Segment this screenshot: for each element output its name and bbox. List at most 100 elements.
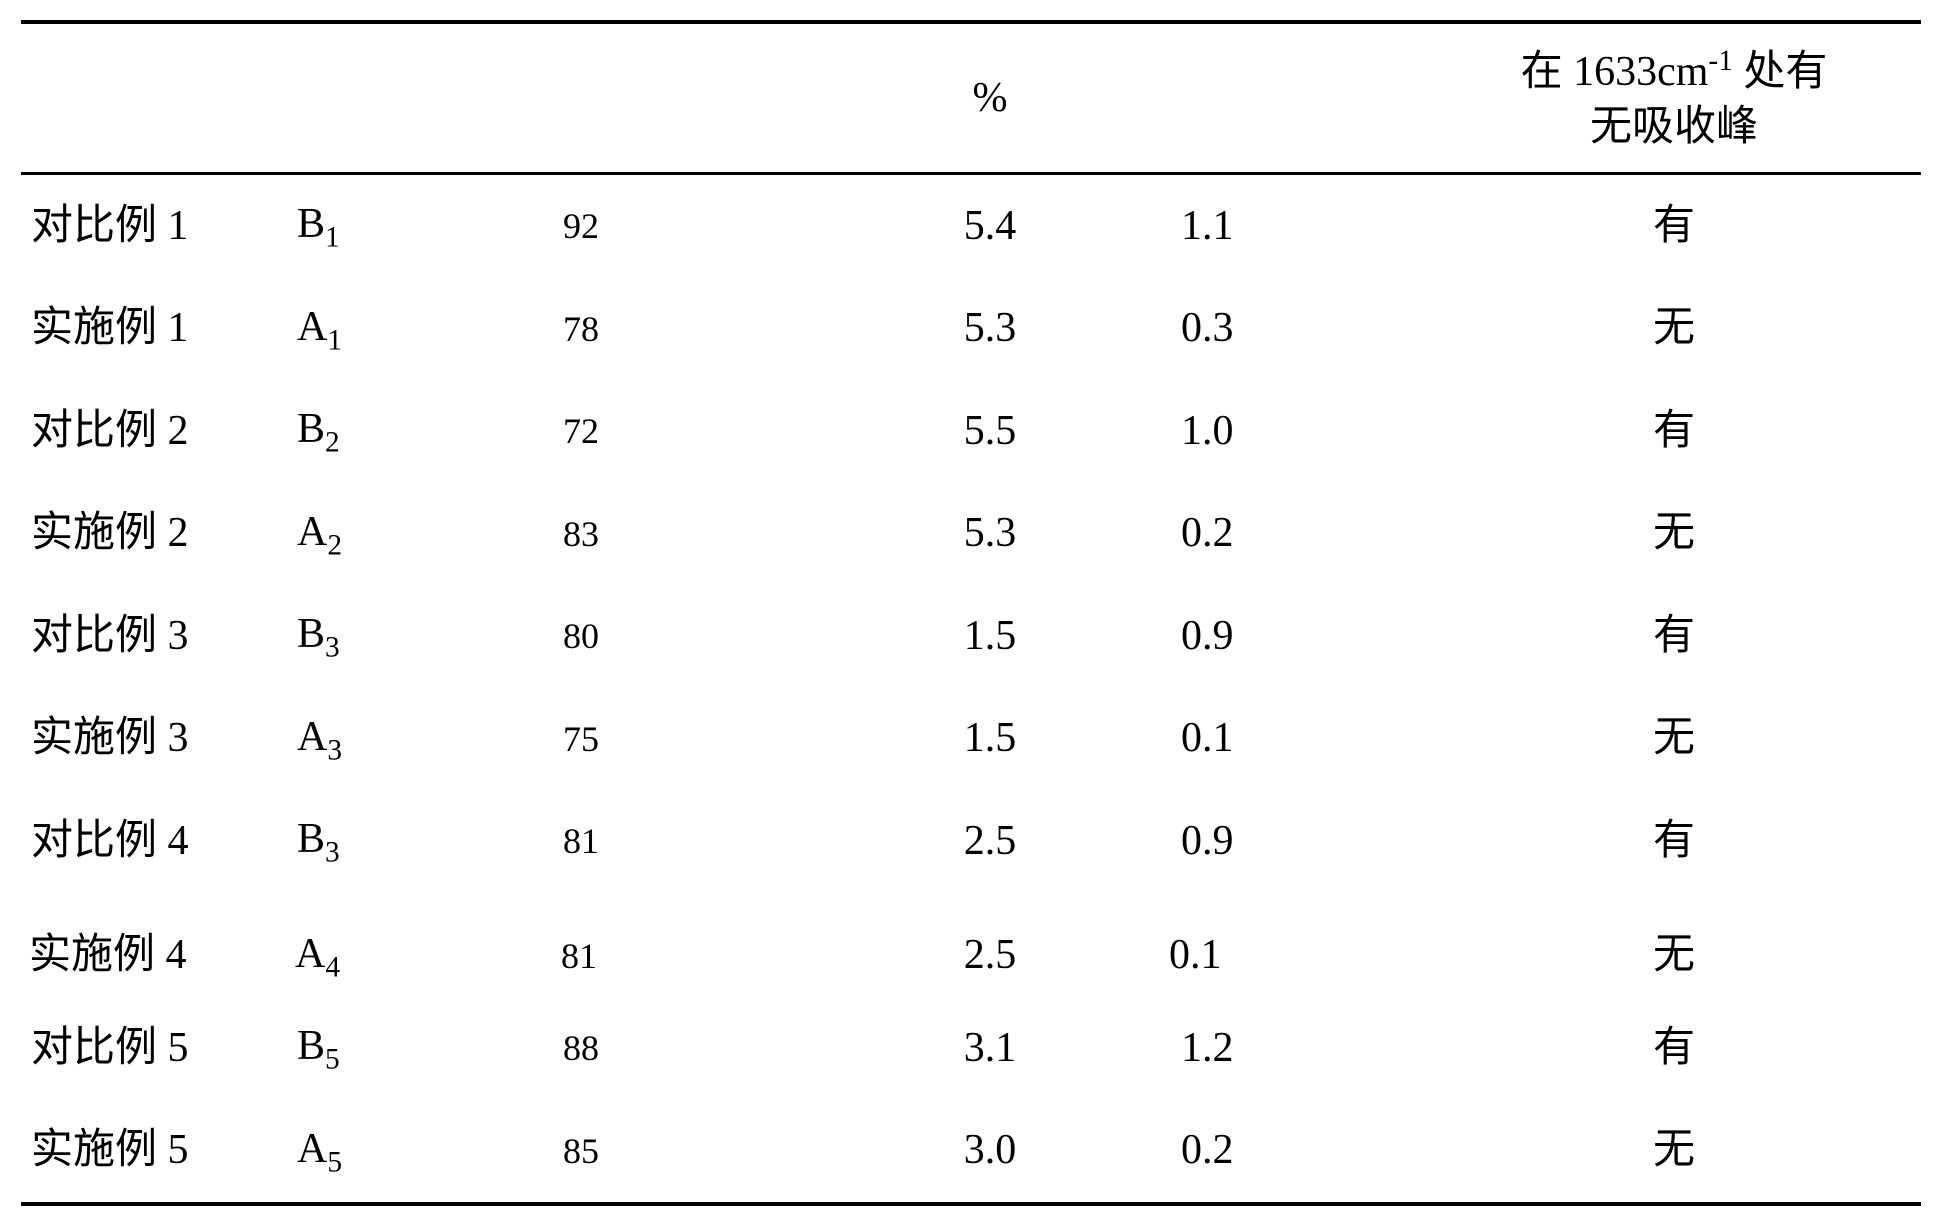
cell-sample: 对比例 4 xyxy=(21,790,287,893)
table-header-row: % 在 1633cm-1 处有 无吸收峰 xyxy=(21,22,1921,174)
code-subscript: 3 xyxy=(325,837,340,869)
table-row: 对比例 2B2725.51.0有 xyxy=(21,380,1921,483)
code-prefix: A xyxy=(297,1126,327,1172)
code-prefix: B xyxy=(297,406,325,452)
table-body: 对比例 1B1925.41.1有实施例 1A1785.30.3无对比例 2B27… xyxy=(21,174,1921,1205)
cell-value-1: 92 xyxy=(553,174,819,278)
cell-value-3: 0.9 xyxy=(1161,790,1427,893)
code-subscript: 1 xyxy=(327,324,342,356)
table-row: 对比例 3B3801.50.9有 xyxy=(21,585,1921,688)
cell-sample: 对比例 5 xyxy=(21,997,287,1100)
cell-value-3: 1.2 xyxy=(1161,997,1427,1100)
cell-code: A4 xyxy=(287,893,553,998)
header-col-3 xyxy=(553,22,819,174)
code-prefix: A xyxy=(297,714,327,760)
cell-code: B3 xyxy=(287,790,553,893)
cell-code: B5 xyxy=(287,997,553,1100)
cell-peak: 有 xyxy=(1427,997,1921,1100)
cell-value-3: 0.1 xyxy=(1161,893,1427,998)
code-prefix: B xyxy=(297,816,325,862)
cell-peak: 有 xyxy=(1427,790,1921,893)
table-row: 实施例 4A4812.50.1无 xyxy=(21,893,1921,998)
cell-value-3: 0.2 xyxy=(1161,1100,1427,1205)
cell-sample: 实施例 1 xyxy=(21,278,287,381)
cell-code: A3 xyxy=(287,688,553,791)
code-subscript: 3 xyxy=(325,632,340,664)
cell-value-2: 1.5 xyxy=(819,688,1161,791)
header-peak-line1-suffix: 处有 xyxy=(1733,49,1828,95)
cell-value-3: 0.3 xyxy=(1161,278,1427,381)
cell-code: A1 xyxy=(287,278,553,381)
cell-value-2: 3.0 xyxy=(819,1100,1161,1205)
table-row: 实施例 1A1785.30.3无 xyxy=(21,278,1921,381)
code-prefix: B xyxy=(297,611,325,657)
table-row: 对比例 4B3812.50.9有 xyxy=(21,790,1921,893)
cell-value-1: 88 xyxy=(553,997,819,1100)
cell-peak: 有 xyxy=(1427,585,1921,688)
cell-code: B2 xyxy=(287,380,553,483)
cell-peak: 无 xyxy=(1427,278,1921,381)
code-subscript: 5 xyxy=(325,1044,340,1076)
header-peak-line1-prefix: 在 1633cm xyxy=(1521,49,1709,95)
cell-code: B1 xyxy=(287,174,553,278)
cell-peak: 无 xyxy=(1427,893,1921,998)
code-subscript: 2 xyxy=(325,427,340,459)
code-prefix: B xyxy=(297,201,325,247)
code-subscript: 2 xyxy=(327,529,342,561)
cell-peak: 有 xyxy=(1427,380,1921,483)
cell-peak: 无 xyxy=(1427,688,1921,791)
code-subscript: 3 xyxy=(327,734,342,766)
code-prefix: A xyxy=(297,509,327,555)
table-row: 实施例 3A3751.50.1无 xyxy=(21,688,1921,791)
cell-peak: 无 xyxy=(1427,1100,1921,1205)
cell-value-1: 85 xyxy=(553,1100,819,1205)
cell-value-3: 0.2 xyxy=(1161,483,1427,586)
cell-value-2: 2.5 xyxy=(819,790,1161,893)
header-peak-sup: -1 xyxy=(1708,45,1732,77)
code-prefix: A xyxy=(297,304,327,350)
header-peak-line2: 无吸收峰 xyxy=(1590,104,1758,150)
cell-code: A2 xyxy=(287,483,553,586)
cell-peak: 无 xyxy=(1427,483,1921,586)
header-col-1 xyxy=(21,22,287,174)
cell-value-1: 80 xyxy=(553,585,819,688)
table-row: 对比例 1B1925.41.1有 xyxy=(21,174,1921,278)
cell-value-3: 1.0 xyxy=(1161,380,1427,483)
header-col-4-percent: % xyxy=(819,22,1161,174)
cell-sample: 实施例 4 xyxy=(21,893,287,998)
cell-value-2: 5.3 xyxy=(819,278,1161,381)
header-col-2 xyxy=(287,22,553,174)
code-subscript: 5 xyxy=(327,1146,342,1178)
cell-sample: 实施例 3 xyxy=(21,688,287,791)
header-col-6-peak: 在 1633cm-1 处有 无吸收峰 xyxy=(1427,22,1921,174)
cell-value-3: 0.1 xyxy=(1161,688,1427,791)
table-row: 对比例 5B5883.11.2有 xyxy=(21,997,1921,1100)
table-row: 实施例 5A5853.00.2无 xyxy=(21,1100,1921,1205)
header-col-5 xyxy=(1161,22,1427,174)
cell-value-2: 2.5 xyxy=(819,893,1161,998)
cell-value-2: 1.5 xyxy=(819,585,1161,688)
code-prefix: B xyxy=(297,1023,325,1069)
cell-value-2: 5.4 xyxy=(819,174,1161,278)
cell-value-1: 72 xyxy=(553,380,819,483)
cell-value-1: 75 xyxy=(553,688,819,791)
cell-value-2: 5.3 xyxy=(819,483,1161,586)
cell-code: A5 xyxy=(287,1100,553,1205)
cell-peak: 有 xyxy=(1427,174,1921,278)
table-row: 实施例 2A2835.30.2无 xyxy=(21,483,1921,586)
cell-value-2: 5.5 xyxy=(819,380,1161,483)
cell-value-1: 81 xyxy=(553,893,819,998)
data-table-container: % 在 1633cm-1 处有 无吸收峰 对比例 1B1925.41.1有实施例… xyxy=(21,20,1921,1206)
code-subscript: 1 xyxy=(325,222,340,254)
cell-value-1: 78 xyxy=(553,278,819,381)
cell-sample: 对比例 3 xyxy=(21,585,287,688)
cell-value-3: 1.1 xyxy=(1161,174,1427,278)
code-subscript: 4 xyxy=(325,951,340,983)
cell-sample: 对比例 1 xyxy=(21,174,287,278)
cell-value-1: 81 xyxy=(553,790,819,893)
code-prefix: A xyxy=(295,931,325,977)
cell-value-1: 83 xyxy=(553,483,819,586)
cell-code: B3 xyxy=(287,585,553,688)
cell-sample: 实施例 2 xyxy=(21,483,287,586)
cell-value-3: 0.9 xyxy=(1161,585,1427,688)
